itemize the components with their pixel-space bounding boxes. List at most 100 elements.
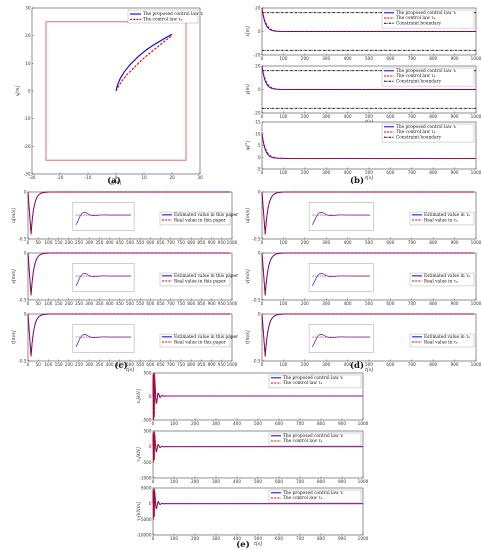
x-tick-label-d2-10: 1000 — [471, 301, 482, 306]
legend-box-c2 — [159, 272, 231, 287]
x-tick-label-c2-18: 900 — [208, 301, 216, 306]
x-tick-label-b3-2: 200 — [301, 170, 309, 175]
x-tick-label-c1-4: 200 — [65, 240, 73, 245]
series-line-e1-1 — [152, 373, 363, 420]
y-tick-label-e2-3: 500 — [144, 429, 152, 434]
y-tick-label-c1-1: 0 — [24, 190, 27, 195]
x-tick-label-d3-8: 800 — [429, 362, 437, 367]
x-tick-label-e2-10: 1000 — [358, 479, 369, 484]
y-tick-label-b3-4: 15 — [255, 120, 261, 125]
x-tick-label-b3-5: 500 — [365, 170, 373, 175]
x-tick-label-d2-4: 400 — [344, 301, 352, 306]
y-tick-label-b1-2: 20 — [255, 6, 261, 11]
x-tick-label-e1-9: 900 — [338, 421, 346, 426]
legend-box-d3 — [409, 333, 475, 348]
x-tick-label-c2-7: 350 — [95, 301, 103, 306]
panel-label-b: (b) — [350, 175, 364, 186]
y-tick-label-a-3: 0 — [28, 89, 31, 94]
y-tick-label-e2-2: 0 — [149, 444, 152, 449]
x-tick-label-b2-4: 400 — [344, 114, 352, 119]
x-tick-label-d3-6: 600 — [386, 362, 394, 367]
x-tick-label-b1-7: 700 — [408, 56, 416, 61]
x-tick-label-b1-1: 100 — [279, 56, 287, 61]
x-tick-label-e3-2: 200 — [191, 536, 199, 541]
x-axis-label-b3: t[s] — [365, 175, 373, 181]
x-tick-label-d2-8: 800 — [429, 301, 437, 306]
panel-label-a: (a) — [107, 175, 121, 186]
y-tick-label-b3-2: 5 — [258, 143, 261, 148]
x-tick-label-b2-1: 100 — [279, 114, 287, 119]
x-tick-label-b1-5: 500 — [365, 56, 373, 61]
x-tick-label-e2-7: 700 — [296, 479, 304, 484]
x-tick-label-c2-10: 500 — [126, 301, 134, 306]
legend-entry-e1-0: The proposed control law τᵢ — [283, 376, 343, 381]
series-line-d2-1 — [261, 252, 474, 296]
y-tick-label-e1-1: 0 — [149, 394, 152, 399]
x-tick-label-b3-0: 0 — [261, 170, 264, 175]
y-tick-label-a-2: -10 — [24, 116, 31, 121]
legend-entry-b1-1: The control law τₐ — [396, 16, 436, 21]
y-tick-label-b3-3: 10 — [255, 131, 261, 136]
x-tick-label-e2-1: 100 — [170, 479, 178, 484]
x-tick-label-b2-7: 700 — [408, 114, 416, 119]
legend-box-e1 — [268, 374, 362, 389]
x-tick-label-c2-15: 750 — [177, 301, 185, 306]
y-tick-label-e1-0: -500 — [142, 418, 152, 423]
x-tick-label-c2-19: 950 — [218, 301, 226, 306]
x-tick-label-c1-14: 700 — [167, 240, 175, 245]
x-tick-label-c2-2: 100 — [44, 301, 52, 306]
legend-entry-b1-0: The proposed control law τᵢ — [396, 11, 456, 16]
x-tick-label-e1-3: 300 — [212, 421, 220, 426]
legend-entry-e1-1: The control law τₐ — [283, 381, 323, 386]
y-axis-label-e2: τᵥ[kN] — [136, 447, 142, 462]
legend-entry-b2-0: The proposed control law τᵢ — [396, 69, 456, 74]
x-tick-label-b1-0: 0 — [261, 56, 264, 61]
x-tick-label-b3-10: 1000 — [471, 170, 482, 175]
x-tick-label-d3-7: 700 — [408, 362, 416, 367]
x-tick-label-c3-9: 450 — [116, 362, 124, 367]
x-tick-label-e2-4: 400 — [233, 479, 241, 484]
x-tick-label-d3-9: 900 — [451, 362, 459, 367]
x-tick-label-c3-5: 250 — [75, 362, 83, 367]
series-line-d3-1 — [261, 313, 474, 357]
y-tick-label-d1-1: 0 — [258, 190, 261, 195]
x-tick-label-d2-3: 300 — [322, 301, 330, 306]
x-tick-label-e3-7: 700 — [296, 536, 304, 541]
x-tick-label-d2-6: 600 — [386, 301, 394, 306]
x-tick-label-b2-2: 200 — [301, 114, 309, 119]
x-tick-label-d2-9: 900 — [451, 301, 459, 306]
panel-label-d: (d) — [350, 360, 364, 371]
x-tick-label-b1-6: 600 — [386, 56, 394, 61]
x-tick-label-c1-15: 750 — [177, 240, 185, 245]
x-tick-label-d3-10: 1000 — [471, 362, 482, 367]
trajectory-line-0 — [115, 33, 173, 92]
x-tick-label-d3-4: 400 — [344, 362, 352, 367]
x-tick-label-b1-10: 1000 — [471, 56, 482, 61]
y-tick-label-b2-0: -20 — [254, 111, 261, 116]
y-tick-label-a-4: 10 — [25, 61, 31, 66]
x-tick-label-c2-13: 650 — [157, 301, 165, 306]
y-tick-label-c2-1: 0 — [24, 251, 27, 256]
series-line-b3-1 — [261, 133, 476, 159]
legend-box-b3 — [381, 123, 475, 143]
y-tick-label-e1-2: 500 — [144, 371, 152, 376]
legend-entry-d1-0: Estimated value in τₐ — [424, 213, 470, 218]
x-tick-label-c1-13: 650 — [157, 240, 165, 245]
x-tick-label-d1-0: 0 — [261, 240, 264, 245]
x-tick-label-e2-2: 200 — [191, 479, 199, 484]
y-tick-label-d2-0: -0.5 — [252, 298, 261, 303]
x-tick-label-e1-7: 700 — [296, 421, 304, 426]
x-tick-label-c2-8: 400 — [106, 301, 114, 306]
x-tick-label-c3-16: 800 — [187, 362, 195, 367]
zoom-inset-d1 — [308, 202, 374, 231]
x-tick-label-c1-1: 50 — [36, 240, 42, 245]
x-tick-label-c3-8: 400 — [106, 362, 114, 367]
legend-box-e3 — [268, 489, 362, 504]
zoom-inset-c3 — [72, 324, 135, 353]
y-tick-label-a-6: 30 — [25, 6, 31, 11]
legend-box-c3 — [159, 333, 231, 348]
y-axis-label-b2: y[m] — [245, 84, 251, 96]
y-axis-label-c1: u[m/s] — [11, 208, 17, 223]
x-tick-label-c1-16: 800 — [187, 240, 195, 245]
